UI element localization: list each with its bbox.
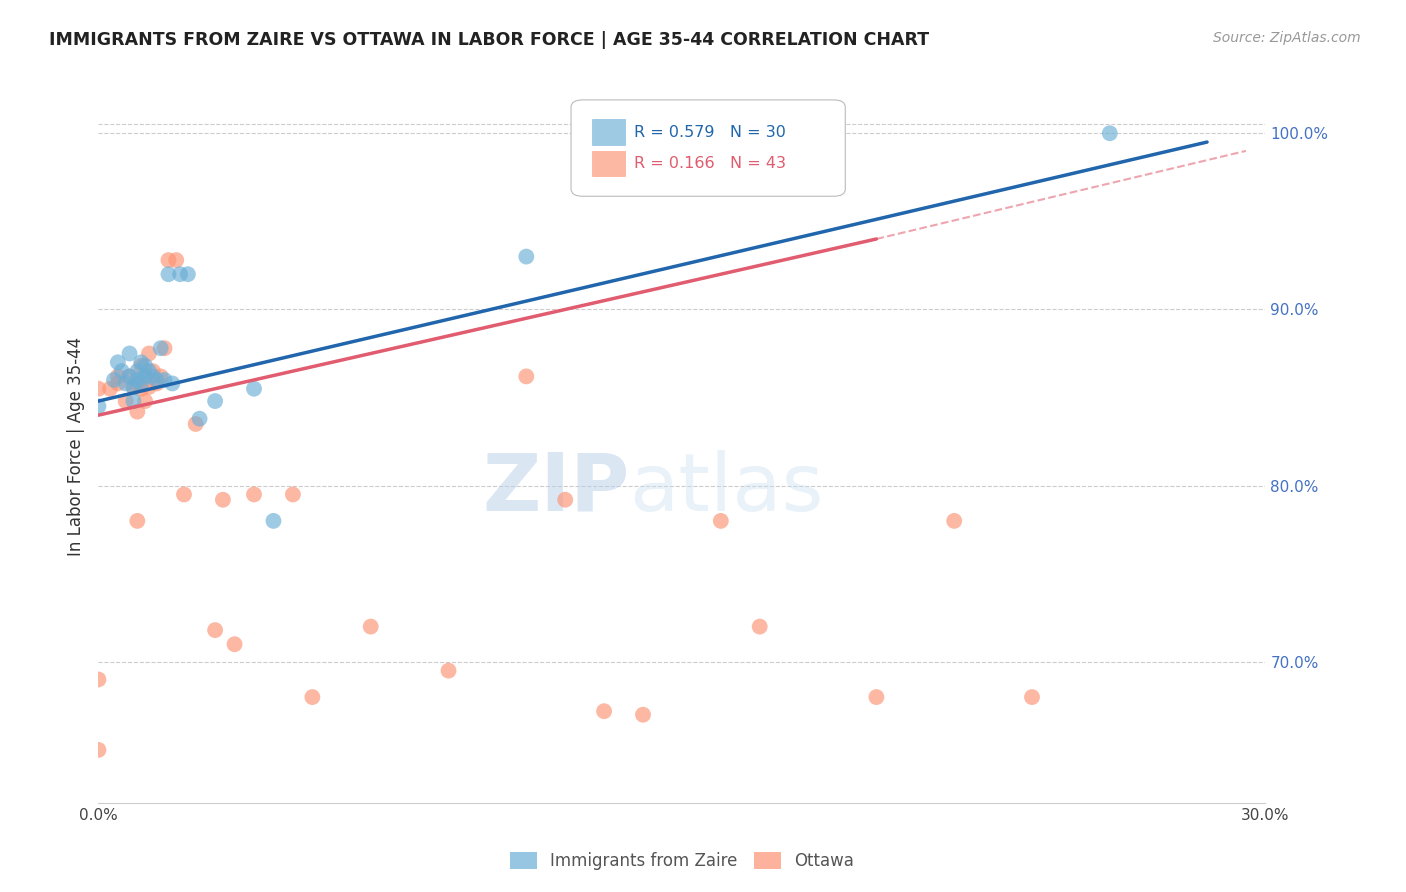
Point: [87, 382, 110, 396]
Legend: Immigrants from Zaire, Ottawa: Immigrants from Zaire, Ottawa: [503, 845, 860, 877]
Text: R = 0.166   N = 43: R = 0.166 N = 43: [634, 156, 786, 171]
Point: [710, 514, 733, 528]
Point: [204, 623, 226, 637]
Point: [127, 514, 149, 528]
Point: [129, 355, 152, 369]
Point: [98, 382, 121, 396]
Point: [262, 514, 284, 528]
Point: [114, 394, 136, 409]
Point: [177, 267, 200, 281]
Point: [138, 346, 160, 360]
Point: [1098, 126, 1121, 140]
Point: [748, 619, 770, 633]
Point: [188, 411, 211, 425]
Point: [114, 376, 136, 391]
Point: [169, 267, 191, 281]
Point: [212, 492, 235, 507]
Point: [122, 380, 145, 394]
Point: [129, 376, 152, 391]
Point: [142, 369, 165, 384]
Point: [153, 373, 176, 387]
Point: [631, 707, 654, 722]
Point: [301, 690, 323, 704]
Point: [149, 369, 172, 384]
Point: [515, 369, 537, 384]
Point: [107, 369, 129, 384]
Point: [118, 346, 141, 360]
Point: [127, 376, 149, 391]
Point: [149, 341, 172, 355]
Point: [134, 369, 156, 384]
Point: [87, 673, 110, 687]
Point: [157, 253, 180, 268]
Point: [134, 369, 156, 384]
Point: [138, 364, 160, 378]
Text: Source: ZipAtlas.com: Source: ZipAtlas.com: [1213, 31, 1361, 45]
Text: R = 0.579   N = 30: R = 0.579 N = 30: [634, 125, 786, 139]
Point: [122, 380, 145, 394]
Point: [127, 373, 149, 387]
Point: [243, 382, 266, 396]
Point: [146, 376, 169, 391]
Point: [157, 267, 180, 281]
Point: [127, 404, 149, 418]
Point: [184, 417, 207, 431]
Point: [593, 704, 616, 718]
Point: [360, 619, 382, 633]
Point: [943, 514, 966, 528]
Text: IMMIGRANTS FROM ZAIRE VS OTTAWA IN LABOR FORCE | AGE 35-44 CORRELATION CHART: IMMIGRANTS FROM ZAIRE VS OTTAWA IN LABOR…: [49, 31, 929, 49]
Point: [243, 487, 266, 501]
Point: [173, 487, 195, 501]
Point: [554, 492, 576, 507]
Bar: [592, 151, 624, 177]
Point: [134, 394, 156, 409]
Point: [107, 355, 129, 369]
Point: [107, 376, 129, 391]
Point: [129, 359, 152, 373]
Point: [122, 394, 145, 409]
Point: [165, 253, 187, 268]
Point: [138, 380, 160, 394]
Point: [224, 637, 246, 651]
Point: [118, 369, 141, 384]
Point: [146, 373, 169, 387]
Point: [281, 487, 304, 501]
Point: [865, 690, 887, 704]
Point: [153, 341, 176, 355]
Point: [437, 664, 460, 678]
Text: ZIP: ZIP: [482, 450, 630, 528]
Point: [87, 743, 110, 757]
Bar: [592, 120, 624, 145]
Point: [118, 369, 141, 384]
Point: [127, 364, 149, 378]
Point: [111, 364, 134, 378]
Point: [129, 382, 152, 396]
FancyBboxPatch shape: [571, 100, 845, 196]
Point: [1021, 690, 1043, 704]
Point: [103, 373, 125, 387]
Point: [162, 376, 184, 391]
Text: atlas: atlas: [630, 450, 824, 528]
Y-axis label: In Labor Force | Age 35-44: In Labor Force | Age 35-44: [66, 336, 84, 556]
Point: [87, 400, 110, 414]
Point: [204, 394, 226, 409]
Point: [142, 364, 165, 378]
Point: [134, 359, 156, 373]
Point: [515, 250, 537, 264]
